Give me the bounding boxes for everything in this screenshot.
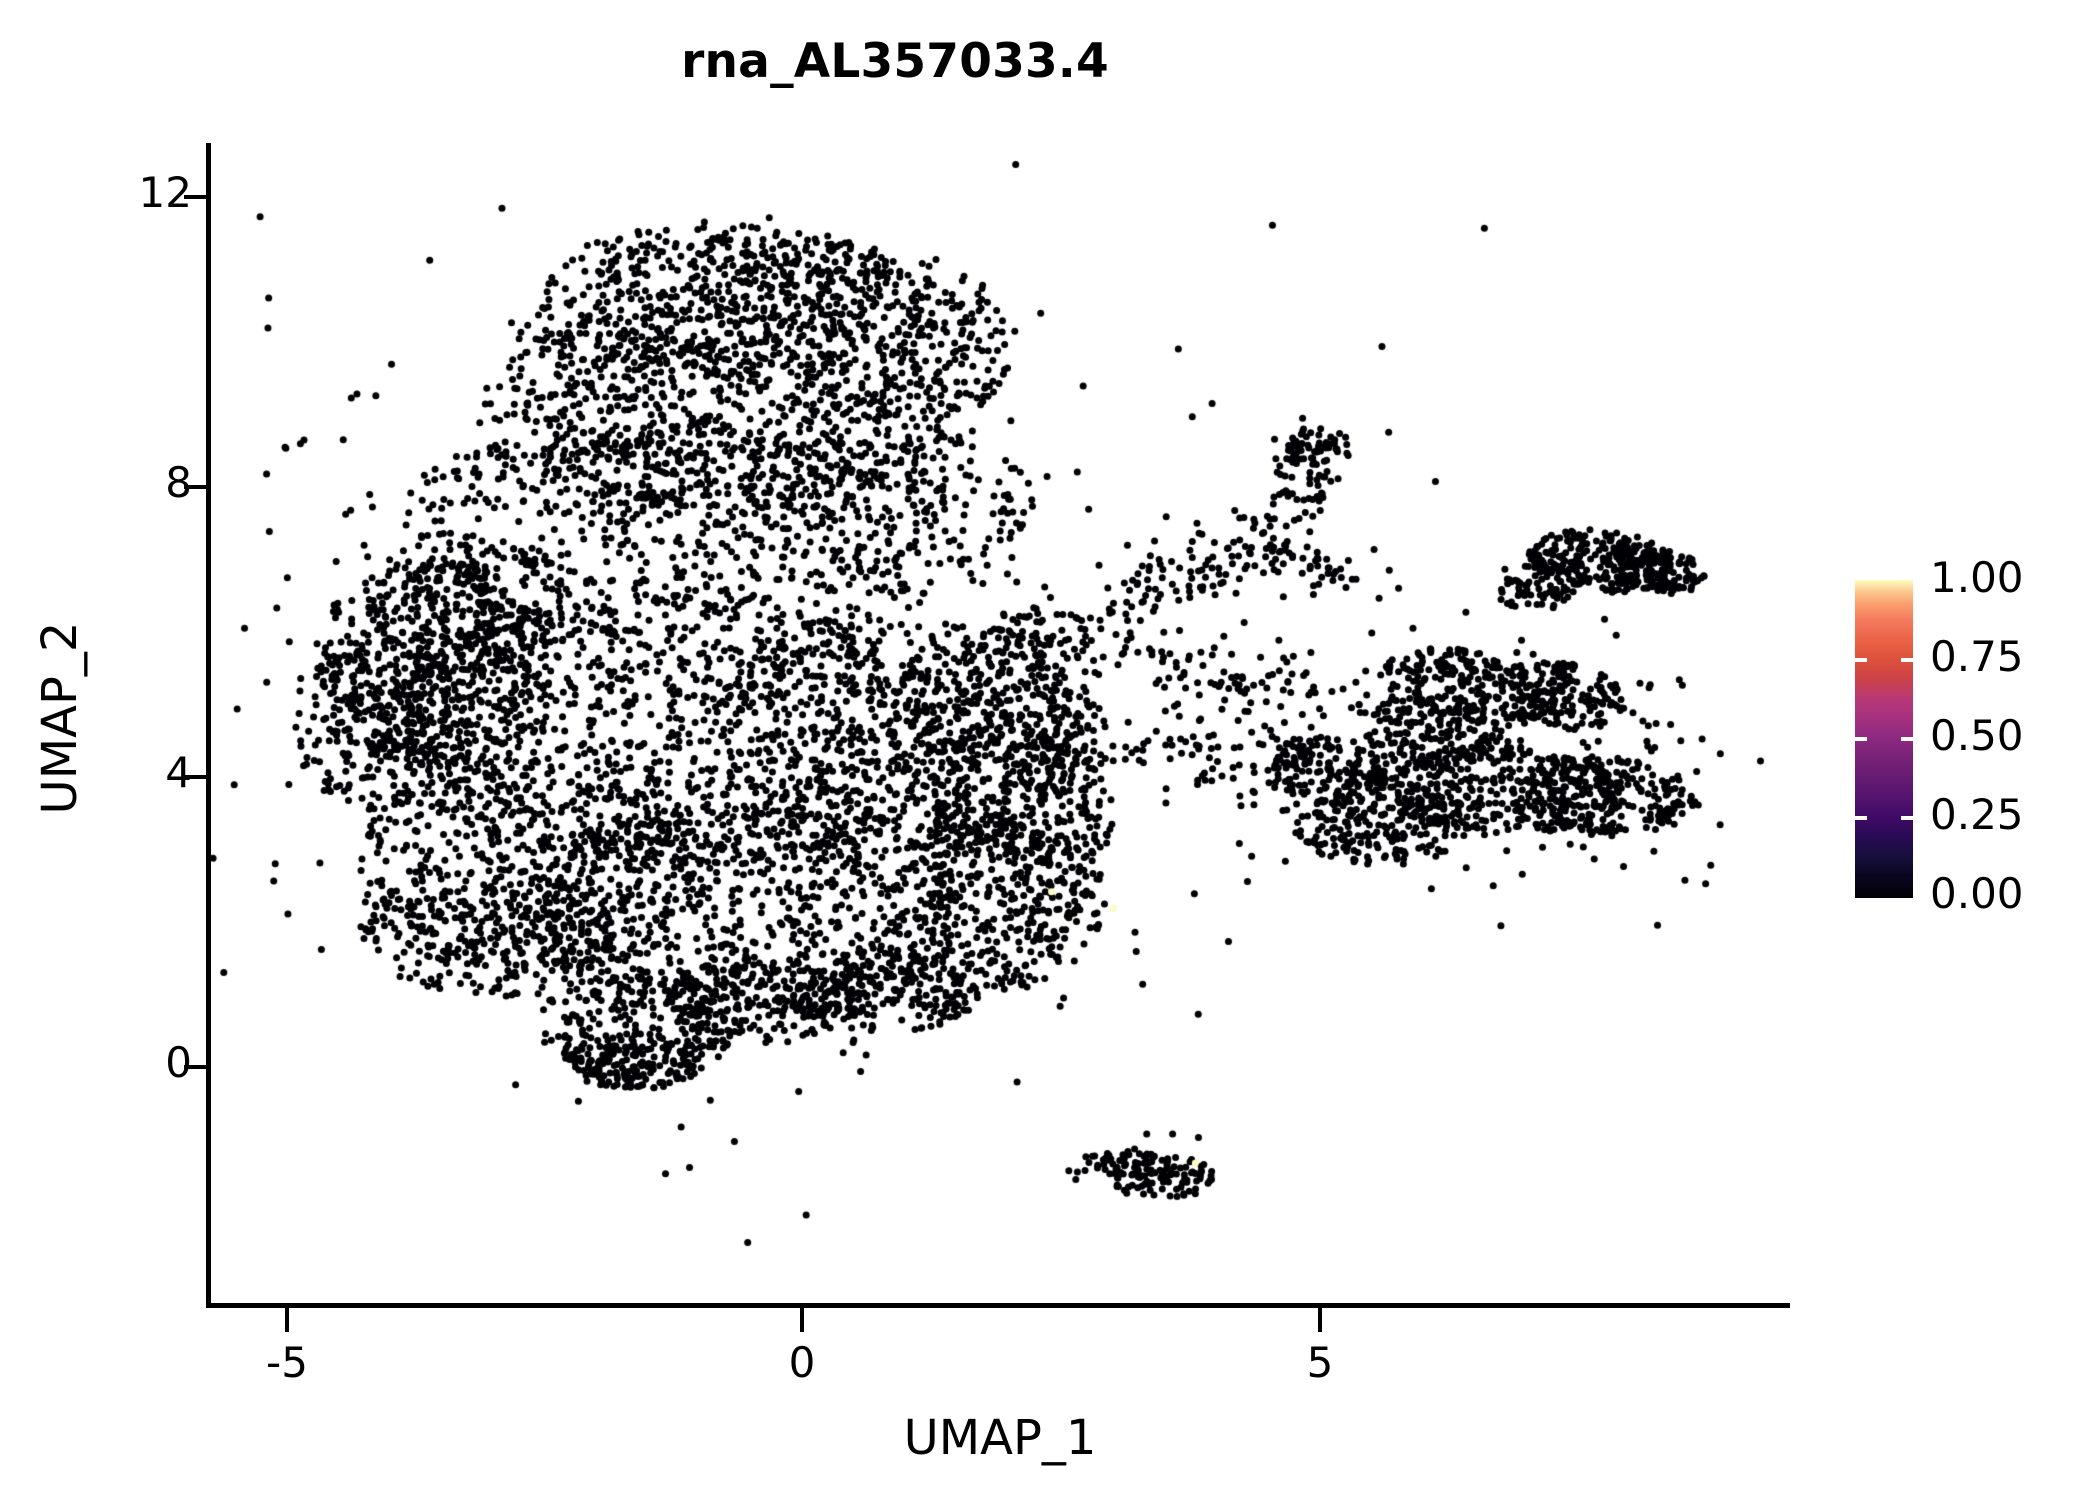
colorbar-tick-025-left (1855, 816, 1867, 820)
chart-title: rna_AL357033.4 (681, 34, 1109, 89)
y-tick-label-4: 4 (165, 748, 192, 797)
colorbar-label-075: 0.75 (1930, 632, 2024, 681)
x-axis-spine (206, 1303, 1790, 1308)
colorbar-tick-025-right (1901, 816, 1913, 820)
y-tick-label-0: 0 (165, 1038, 192, 1087)
colorbar-label-025: 0.25 (1930, 790, 2024, 839)
scatter-plot-canvas (210, 143, 1790, 1305)
x-axis-label: UMAP_1 (903, 1410, 1097, 1466)
y-tick-mark-8 (184, 485, 208, 489)
x-tick-label-neg5: -5 (266, 1338, 308, 1387)
y-tick-mark-0 (184, 1065, 208, 1069)
y-tick-mark-12 (184, 195, 208, 199)
y-axis-label: UMAP_2 (32, 621, 88, 815)
colorbar (1855, 580, 1913, 898)
colorbar-label-100: 1.00 (1930, 553, 2024, 602)
x-tick-mark-neg5 (285, 1308, 289, 1332)
colorbar-label-000: 0.00 (1930, 869, 2024, 918)
colorbar-tick-050-left (1855, 737, 1867, 741)
colorbar-label-050: 0.50 (1930, 711, 2024, 760)
y-tick-label-12: 12 (138, 168, 192, 217)
y-tick-mark-4 (184, 775, 208, 779)
colorbar-tick-075-left (1855, 658, 1867, 662)
x-tick-label-0: 0 (788, 1338, 816, 1387)
y-tick-label-8: 8 (165, 458, 192, 507)
y-axis-spine (206, 143, 211, 1308)
x-tick-label-5: 5 (1306, 1338, 1334, 1387)
colorbar-tick-050-right (1901, 737, 1913, 741)
x-tick-mark-5 (1318, 1308, 1322, 1332)
x-tick-mark-0 (800, 1308, 804, 1332)
plot-area (210, 143, 1790, 1305)
colorbar-tick-075-right (1901, 658, 1913, 662)
